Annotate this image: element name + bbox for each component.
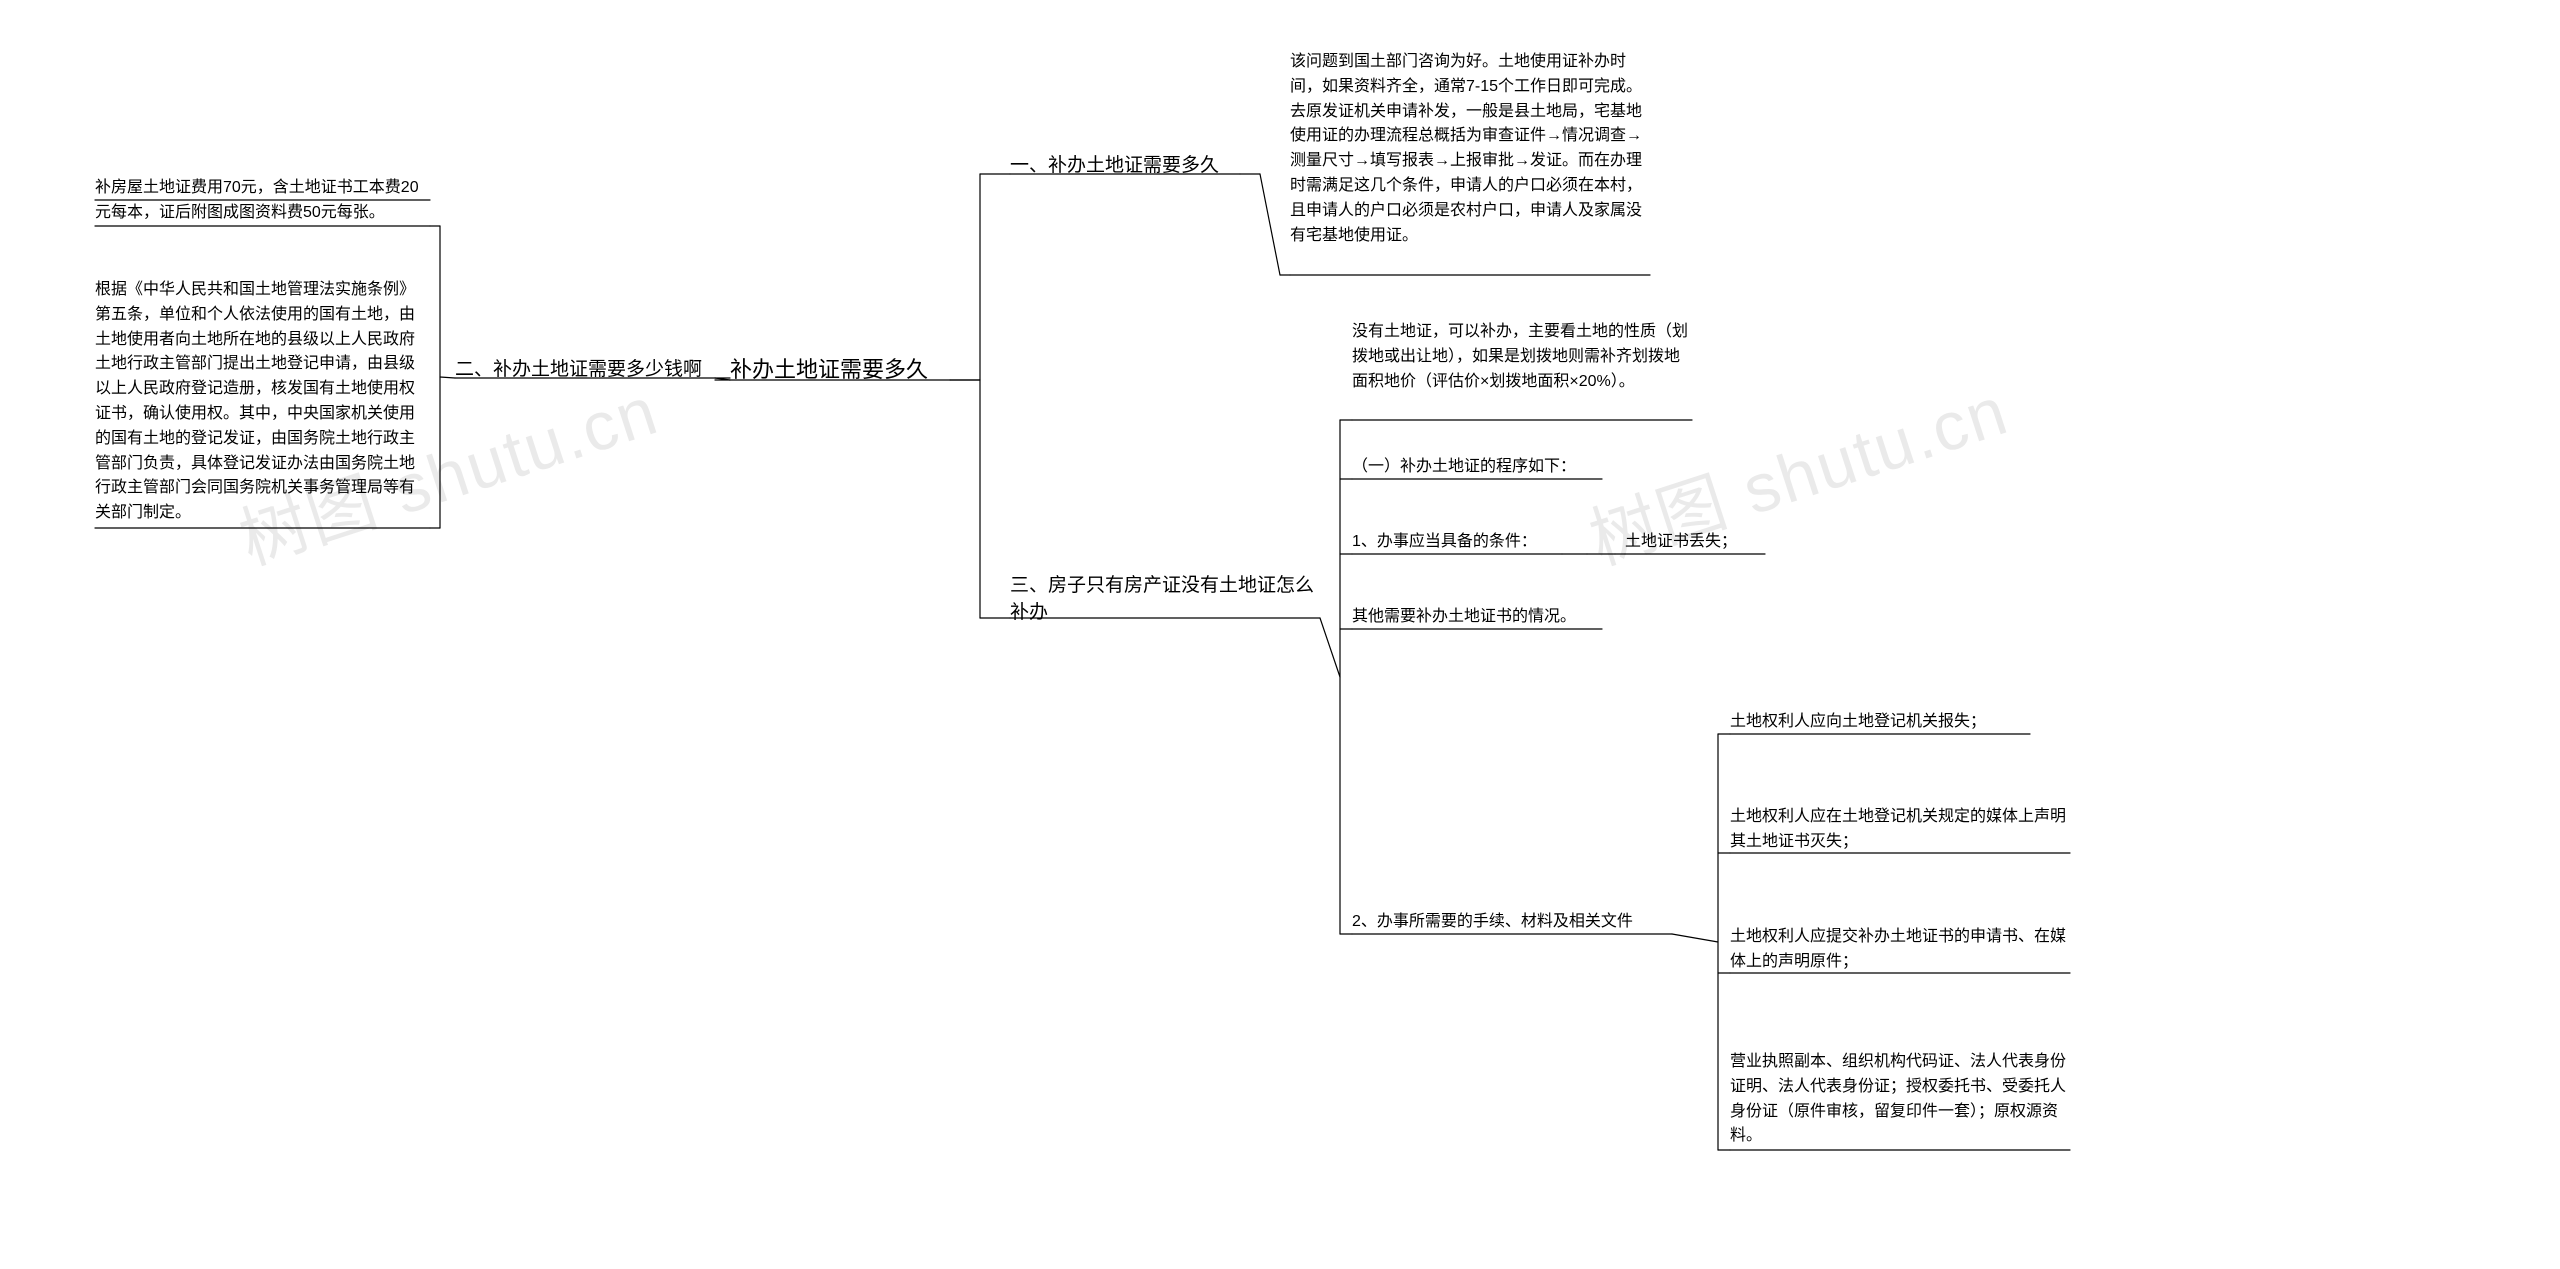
branch-3-child-5a: 土地权利人应向土地登记机关报失； [1730,710,2030,735]
branch-3-child-5b: 土地权利人应在土地登记机关规定的媒体上声明其土地证书灭失； [1730,805,2070,855]
branch-2-child-2: 根据《中华人民共和国土地管理法实施条例》第五条，单位和个人依法使用的国有土地，由… [95,278,430,526]
branch-3-child-4: 其他需要补办土地证书的情况。 [1352,605,1602,630]
branch-1-child-1: 该问题到国土部门咨询为好。土地使用证补办时间，如果资料齐全，通常7-15个工作日… [1290,50,1650,248]
branch-3-child-3a: 土地证书丢失； [1625,530,1765,555]
branch-2: 二、补办土地证需要多少钱啊 [455,354,715,381]
branch-1: 一、补办土地证需要多久 [1010,150,1240,177]
root-node: 补办土地证需要多久 [730,352,950,384]
mindmap-canvas: 补办土地证需要多久 二、补办土地证需要多少钱啊 补房屋土地证费用70元，含土地证… [0,0,2560,1269]
branch-2-child-1: 补房屋土地证费用70元，含土地证书工本费20元每本，证后附图成图资料费50元每张… [95,176,430,226]
branch-3: 三、房子只有房产证没有土地证怎么补办 [1010,570,1320,624]
branch-3-child-1: 没有土地证，可以补办，主要看土地的性质（划拨地或出让地），如果是划拨地则需补齐划… [1352,320,1692,394]
branch-3-child-5: 2、办事所需要的手续、材料及相关文件 [1352,910,1672,935]
branch-3-child-5d: 营业执照副本、组织机构代码证、法人代表身份证明、法人代表身份证；授权委托书、受委… [1730,1050,2070,1149]
branch-3-child-5c: 土地权利人应提交补办土地证书的申请书、在媒体上的声明原件； [1730,925,2070,975]
branch-3-child-2: （一）补办土地证的程序如下： [1352,455,1602,480]
branch-3-child-3: 1、办事应当具备的条件： [1352,530,1562,555]
